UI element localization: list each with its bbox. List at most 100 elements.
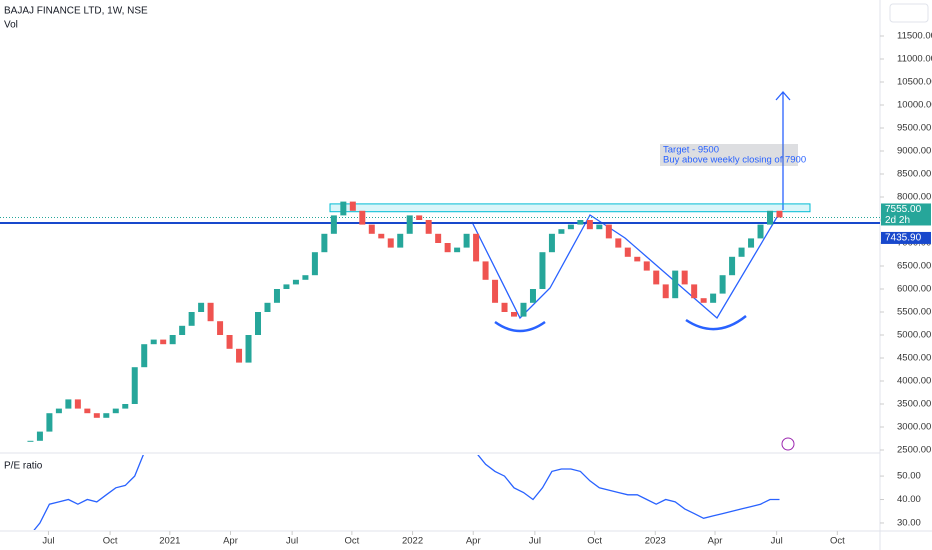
- annotation-box: [660, 144, 798, 166]
- y-tick-label: 10000.00: [897, 100, 932, 111]
- candle: [368, 224, 375, 234]
- y-tick-label: 11500.00: [897, 31, 932, 42]
- candle: [217, 321, 224, 335]
- last-price-label: 7555.00: [885, 204, 922, 215]
- candle: [700, 298, 707, 303]
- earnings-icon[interactable]: [781, 437, 795, 451]
- candle: [454, 247, 461, 253]
- annotation-text: Buy above weekly closing of 7900: [663, 155, 806, 166]
- candle: [672, 270, 679, 299]
- chart-title: BAJAJ FINANCE LTD, 1W, NSE: [4, 6, 148, 17]
- candle: [122, 404, 129, 409]
- candle: [586, 220, 593, 230]
- candle: [511, 312, 518, 317]
- x-tick-label: 2022: [402, 536, 423, 547]
- y-tick-label: 2500.00: [897, 445, 931, 456]
- candle: [255, 312, 262, 335]
- candle: [501, 302, 508, 312]
- candle: [359, 210, 366, 225]
- cup-curve: [685, 315, 747, 331]
- candle: [160, 339, 167, 345]
- candle: [719, 275, 726, 294]
- candle: [74, 399, 81, 409]
- indicator-y-tick-label: 40.00: [897, 494, 921, 505]
- candle: [473, 233, 480, 262]
- y-tick-label: 3000.00: [897, 422, 931, 433]
- candle: [444, 243, 451, 253]
- candle: [245, 335, 252, 363]
- candle: [729, 256, 736, 276]
- x-tick-label: Oct: [830, 536, 845, 547]
- candle: [188, 312, 195, 326]
- candle: [112, 408, 119, 414]
- candle: [207, 302, 214, 322]
- y-tick-label: 9000.00: [897, 146, 931, 157]
- y-tick-label: 3500.00: [897, 399, 931, 410]
- candle: [93, 413, 100, 418]
- indicator-pane: [33, 455, 780, 530]
- y-tick-label: 5000.00: [897, 330, 931, 341]
- candle: [634, 256, 641, 262]
- candle: [311, 252, 318, 276]
- pattern-lines: [471, 211, 781, 320]
- candle: [435, 233, 442, 243]
- candle: [273, 289, 280, 303]
- x-tick-label: Oct: [103, 536, 118, 547]
- hline-price-tag: [881, 231, 931, 244]
- candle: [283, 284, 290, 289]
- candle: [416, 215, 423, 220]
- y-tick-label: 6000.00: [897, 284, 931, 295]
- x-tick-label: Apr: [708, 536, 723, 547]
- candle: [520, 302, 527, 317]
- candle: [27, 440, 34, 442]
- candle: [321, 233, 328, 253]
- candle: [387, 238, 394, 248]
- candle: [84, 408, 91, 414]
- indicator-y-tick-label: 30.00: [897, 517, 921, 528]
- countdown-label: 2d 2h: [885, 215, 910, 226]
- drawings: [471, 91, 791, 333]
- candle: [767, 210, 774, 225]
- candle: [397, 233, 404, 248]
- main-pane: [0, 201, 880, 442]
- y-tick-label: 8500.00: [897, 169, 931, 180]
- x-tick-label: Jul: [529, 536, 541, 547]
- candle: [691, 284, 698, 299]
- candle: [349, 201, 356, 211]
- candle: [596, 224, 603, 230]
- candle: [378, 233, 385, 239]
- x-tick-label: Jul: [286, 536, 298, 547]
- candle: [653, 270, 660, 285]
- candle: [492, 279, 499, 303]
- y-tick-label: 5500.00: [897, 307, 931, 318]
- candle: [302, 275, 309, 280]
- x-tick-label: Apr: [223, 536, 238, 547]
- y-tick-label: 4000.00: [897, 376, 931, 387]
- candle: [65, 399, 72, 409]
- candle: [463, 233, 470, 248]
- candle: [340, 201, 347, 216]
- candle: [567, 224, 574, 230]
- x-tick-label: Apr: [466, 536, 481, 547]
- cup-curve: [494, 320, 546, 333]
- x-tick-label: Oct: [344, 536, 359, 547]
- settings-button[interactable]: [889, 3, 929, 23]
- y-tick-label: 6500.00: [897, 261, 931, 272]
- candle: [748, 238, 755, 248]
- candle: [710, 293, 717, 303]
- y-tick-label: 11000.00: [897, 54, 932, 65]
- candle: [406, 215, 413, 234]
- indicator-line: [33, 455, 780, 530]
- x-tick-label: Jul: [771, 536, 783, 547]
- candle: [757, 224, 764, 239]
- candle: [264, 302, 271, 312]
- candle: [643, 261, 650, 271]
- candle: [236, 348, 243, 363]
- candle: [425, 220, 432, 234]
- candle: [662, 284, 669, 299]
- candle: [482, 261, 489, 280]
- candle: [131, 367, 138, 404]
- candle: [615, 238, 622, 248]
- x-tick-label: Oct: [587, 536, 602, 547]
